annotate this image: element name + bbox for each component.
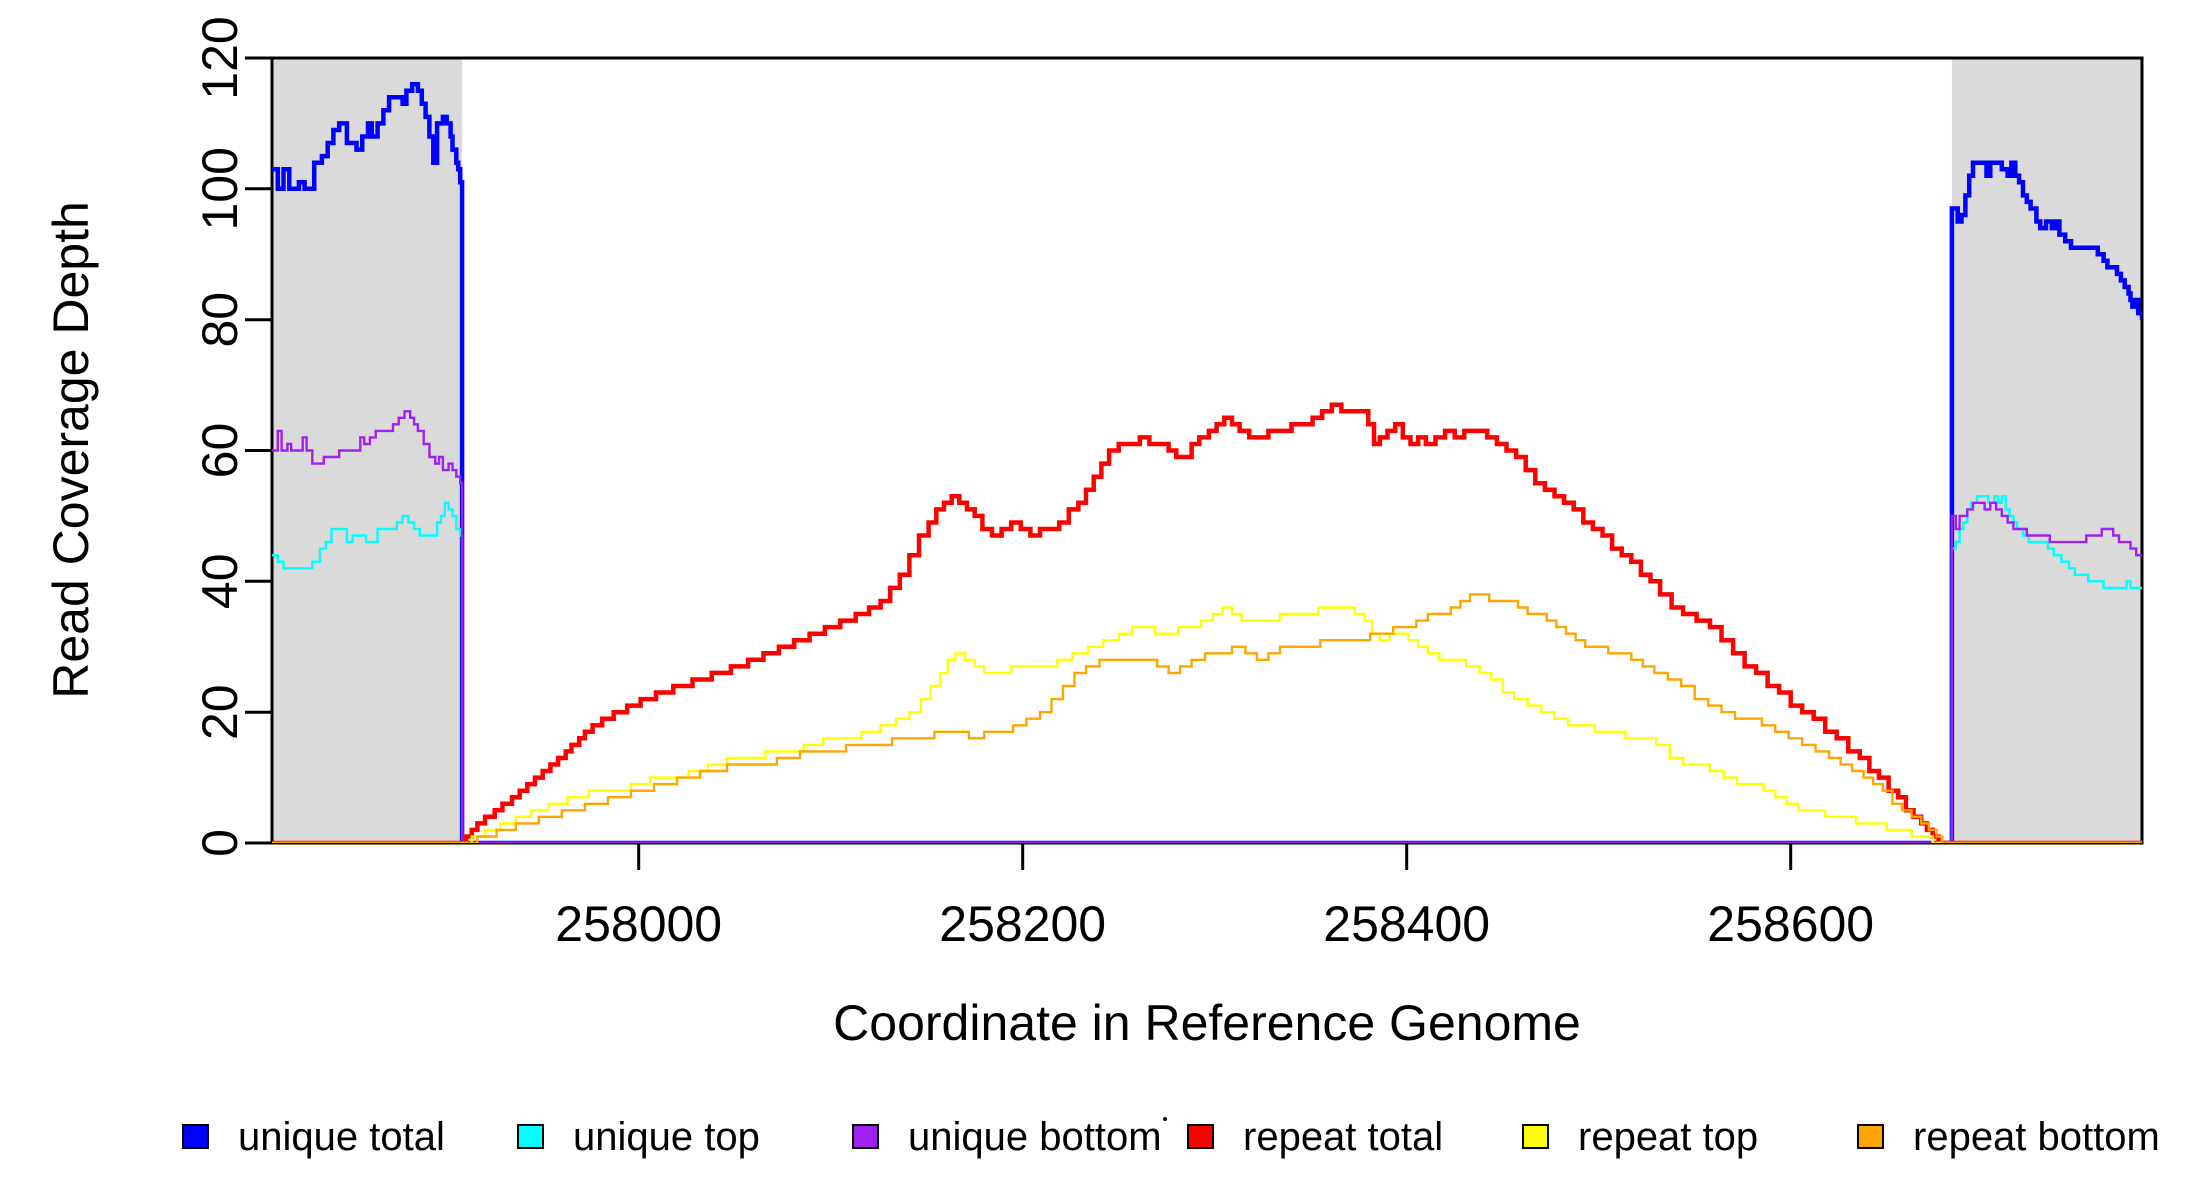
legend-swatch xyxy=(1522,1124,1549,1149)
y-tick-label: 80 xyxy=(192,292,248,348)
x-tick-label: 258200 xyxy=(939,896,1106,952)
legend-label: unique total xyxy=(238,1115,445,1159)
x-tick-label: 258000 xyxy=(555,896,722,952)
series-repeat-total xyxy=(272,402,2142,843)
legend-item-unique-bottom: unique bottom xyxy=(852,1115,1162,1159)
legend-item-unique-top: unique top xyxy=(517,1115,760,1159)
plot-frame xyxy=(245,56,2144,870)
legend-item-repeat-top: repeat top xyxy=(1522,1115,1758,1159)
shaded-region xyxy=(1951,58,2142,843)
legend-label: repeat total xyxy=(1243,1115,1443,1159)
legend-label: repeat bottom xyxy=(1913,1115,2160,1159)
legend-label: repeat top xyxy=(1578,1115,1758,1159)
y-tick-label: 100 xyxy=(192,147,248,230)
y-tick-label: 40 xyxy=(192,553,248,609)
y-tick-label: 60 xyxy=(192,423,248,479)
series-repeat-bottom xyxy=(272,593,2142,843)
x-tick-label: 258600 xyxy=(1707,896,1874,952)
y-tick-label: 120 xyxy=(192,16,248,99)
legend-label: unique bottom xyxy=(908,1115,1162,1159)
series-unique-top xyxy=(272,495,2142,843)
legend-swatch xyxy=(182,1124,209,1149)
legend-swatch xyxy=(517,1124,544,1149)
legend-item-unique-total: unique total xyxy=(182,1115,445,1159)
legend-swatch xyxy=(852,1124,879,1149)
y-tick-label: 0 xyxy=(192,829,248,857)
x-tick-label: 258400 xyxy=(1323,896,1490,952)
chart-legend: unique total unique top unique bottom repea… xyxy=(182,1115,2160,1159)
legend-swatch xyxy=(1187,1124,1214,1149)
plot-box xyxy=(270,56,2144,845)
data-series xyxy=(272,81,2142,843)
legend-item-repeat-total: repeat total xyxy=(1187,1115,1443,1159)
series-unique-total xyxy=(272,81,2142,843)
y-axis-title: Read Coverage Depth xyxy=(43,201,99,699)
legend-label: unique top xyxy=(573,1115,760,1159)
x-axis-title: Coordinate in Reference Genome xyxy=(833,995,1581,1051)
stray-dot-artifact xyxy=(1163,1117,1167,1121)
series-repeat-top xyxy=(272,606,2142,843)
legend-swatch xyxy=(1857,1124,1884,1149)
legend-item-repeat-bottom: repeat bottom xyxy=(1857,1115,2160,1159)
axis-tick-labels: 258000 258200 258400 258600 0 20 40 60 80 100 120 xyxy=(192,16,1874,952)
series-unique-bottom xyxy=(272,410,2142,843)
y-tick-label: 20 xyxy=(192,684,248,740)
shaded-regions xyxy=(272,58,2142,843)
